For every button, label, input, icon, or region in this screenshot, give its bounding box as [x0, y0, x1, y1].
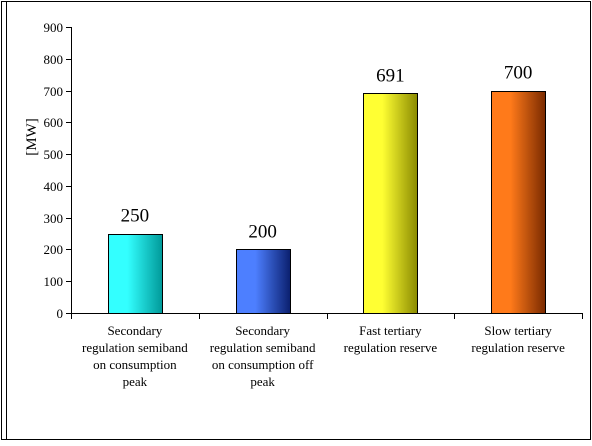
- category-label: Secondary regulation semiband on consumpti…: [210, 323, 316, 389]
- data-label: 200: [248, 221, 277, 242]
- bar: [108, 234, 163, 314]
- category-label-line: Fast tertiary: [359, 323, 422, 338]
- category-label: Secondary regulation semiband on consumpti…: [82, 323, 188, 389]
- y-tick-label: 600: [44, 115, 64, 130]
- category-label-line: regulation reserve: [471, 340, 565, 355]
- y-tick-label: 500: [44, 147, 64, 162]
- bar: [491, 91, 546, 314]
- category-label-line: Secondary: [235, 323, 290, 338]
- category-label-line: regulation semiband: [210, 340, 316, 355]
- y-tick-label: 100: [44, 274, 64, 289]
- data-label: 250: [121, 206, 150, 227]
- category-label-line: peak: [123, 374, 148, 389]
- category-label: Fast tertiary regulation reserve: [344, 323, 438, 355]
- bar: [363, 93, 418, 314]
- data-label: 700: [504, 63, 533, 84]
- category-label-line: peak: [250, 374, 275, 389]
- y-tick-label: 800: [44, 52, 64, 67]
- y-tick-label: 900: [44, 20, 64, 35]
- y-tick-label: 400: [44, 179, 64, 194]
- y-axis-label: [MW]: [24, 118, 40, 156]
- bars: [108, 91, 546, 314]
- data-label: 691: [376, 65, 405, 86]
- y-tick-label: 200: [44, 242, 64, 257]
- category-label-line: regulation semiband: [82, 340, 188, 355]
- y-tick-label: 300: [44, 211, 64, 226]
- y-tick-label: 700: [44, 84, 64, 99]
- category-label: Slow tertiary regulation reserve: [471, 323, 565, 355]
- y-tick-label: 0: [57, 306, 64, 321]
- bar: [236, 249, 291, 314]
- labels: 0 100 200 300 400 500 600 700 800 900 250 Secondary…: [44, 20, 566, 389]
- category-label-line: Secondary: [107, 323, 162, 338]
- category-label-line: Slow tertiary: [484, 323, 552, 338]
- category-label-line: regulation reserve: [344, 340, 438, 355]
- category-label-line: on consumption: [93, 357, 177, 372]
- category-label-line: on consumption off: [212, 357, 314, 372]
